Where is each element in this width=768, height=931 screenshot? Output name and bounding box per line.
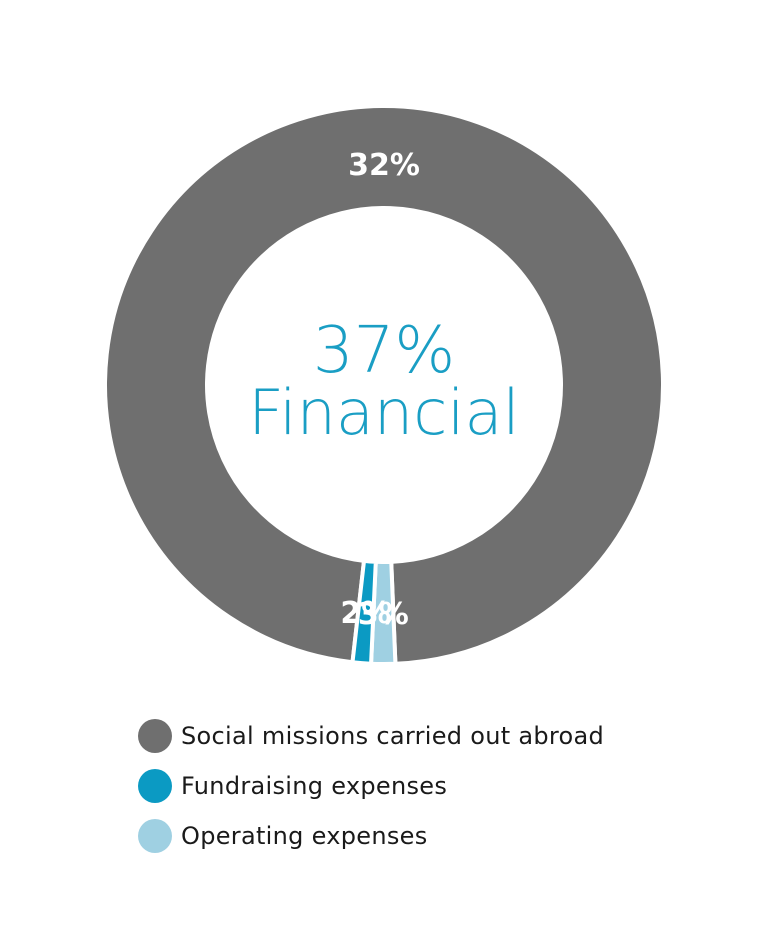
slice-label-fundraising-expenses: 2% bbox=[340, 596, 391, 631]
legend-label-operating: Operating expenses bbox=[181, 822, 428, 850]
center-caption-label: Financial bbox=[248, 376, 520, 449]
legend-label-social-missions: Social missions carried out abroad bbox=[181, 722, 605, 750]
donut-chart: 32% 3%2% 37% Financial bbox=[103, 104, 665, 666]
legend-item-operating: Operating expenses bbox=[138, 811, 738, 861]
slice-label-social-missions: 32% bbox=[348, 148, 420, 183]
center-value-label: 37% bbox=[313, 314, 455, 388]
slice-label-operating-expenses: 3% bbox=[358, 597, 409, 632]
legend-item-fundraising: Fundraising expenses bbox=[138, 761, 738, 811]
slice-social-missions bbox=[103, 104, 665, 666]
chart-legend: Social missions carried out abroad Fundr… bbox=[138, 711, 738, 861]
legend-item-social-missions: Social missions carried out abroad bbox=[138, 711, 738, 761]
legend-swatch-social-missions bbox=[138, 719, 172, 753]
legend-swatch-operating bbox=[138, 819, 172, 853]
donut-slices bbox=[103, 104, 665, 666]
legend-swatch-fundraising bbox=[138, 769, 172, 803]
legend-label-fundraising: Fundraising expenses bbox=[181, 772, 448, 800]
slice-value-labels: 32% 3%2% bbox=[340, 148, 420, 632]
slice-fundraising-expenses bbox=[350, 558, 378, 666]
